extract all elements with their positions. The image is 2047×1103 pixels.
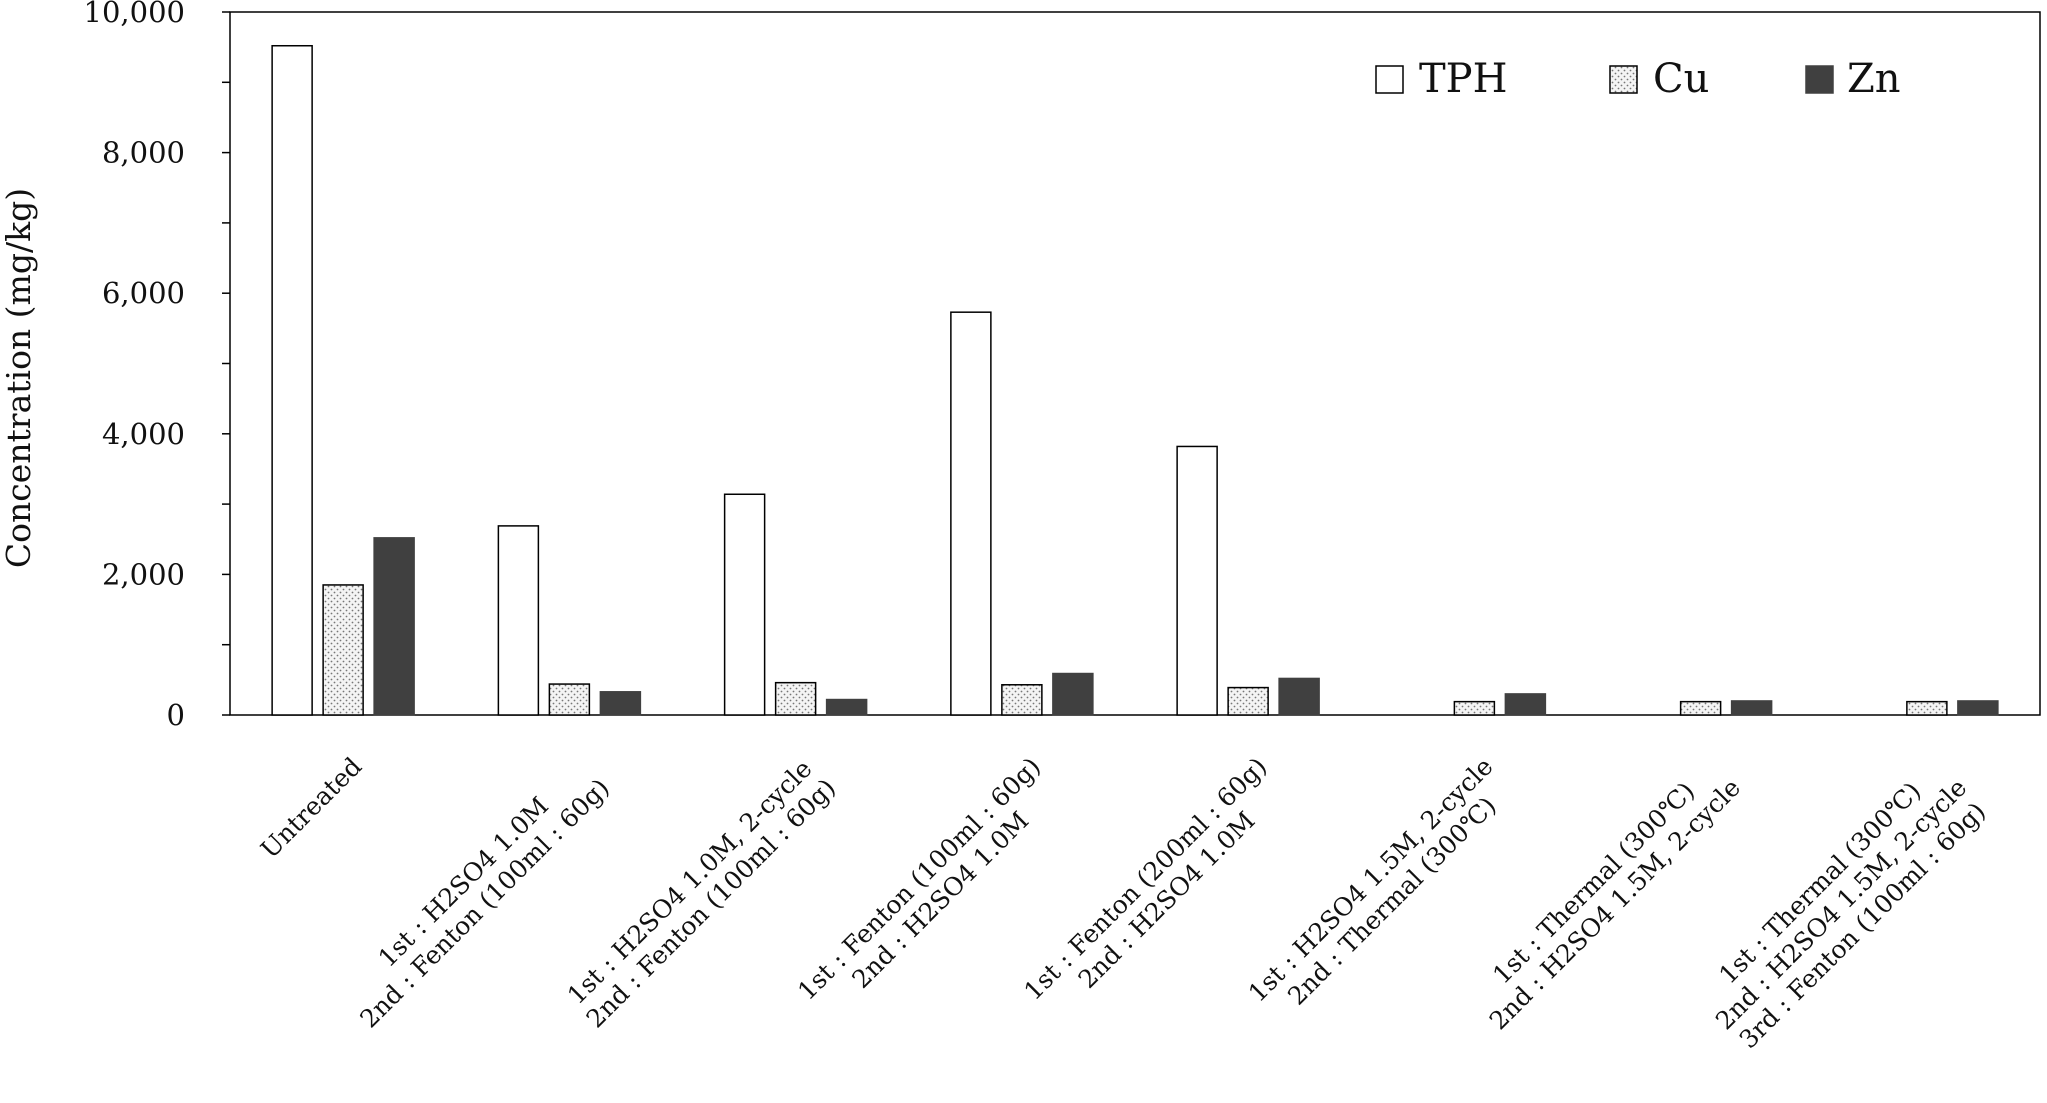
bar-tph xyxy=(950,311,992,716)
x-tick-label: 2nd : H2SO4 1.5M, 2-cycle xyxy=(1484,773,1746,1035)
bar-tph xyxy=(497,525,540,716)
y-tick-label: 10,000 xyxy=(84,0,185,29)
y-axis-title: Concentration (mg/kg) xyxy=(0,188,38,568)
bar-tph xyxy=(723,493,766,716)
x-tick-label: 1st : H2SO4 1.0M xyxy=(373,791,554,972)
bar-cu xyxy=(1906,700,1948,716)
bar-zn xyxy=(1504,693,1547,716)
bar-zn xyxy=(1730,700,1773,716)
bar-tph xyxy=(1176,445,1218,716)
bar-cu xyxy=(322,584,364,716)
legend-swatch-zn xyxy=(1805,65,1834,94)
y-tick-label: 6,000 xyxy=(102,276,185,310)
y-tick-label: 8,000 xyxy=(102,136,185,170)
y-tick-label: 2,000 xyxy=(102,557,185,591)
x-tick-label: 2nd : Thermal (300℃) xyxy=(1282,791,1502,1011)
bar-cu xyxy=(1001,684,1043,716)
bar-zn xyxy=(599,691,642,716)
bar-zn xyxy=(373,537,415,716)
bar-tph xyxy=(271,44,313,716)
bar-cu xyxy=(1679,700,1722,716)
bars xyxy=(271,44,1999,716)
x-tick-label: 2nd : H2SO4 1.5M, 2-cycle xyxy=(1710,773,1972,1035)
legend-label-cu: Cu xyxy=(1653,56,1709,102)
legend-swatch-cu xyxy=(1609,65,1638,94)
legend-label-zn: Zn xyxy=(1847,56,1901,102)
legend-swatch-tph xyxy=(1375,65,1404,94)
x-tick-label: 1st : Fenton (200ml : 60g) xyxy=(1018,752,1272,1006)
bar-cu xyxy=(1227,686,1269,716)
bar-zn xyxy=(1052,672,1094,716)
bar-cu xyxy=(1453,700,1496,716)
bar-zn xyxy=(825,698,868,716)
x-tick-label: 2nd : H2SO4 1.0M xyxy=(846,806,1034,994)
x-label-group: Untreated xyxy=(255,752,367,864)
x-tick-label: 2nd : H2SO4 1.0M xyxy=(1073,806,1261,994)
x-label-group: 1st : Thermal (300℃)2nd : H2SO4 1.5M, 2-… xyxy=(1484,773,1746,1035)
x-tick-label: 1st : H2SO4 1.5M, 2-cycle xyxy=(1243,752,1499,1008)
bar-cu xyxy=(548,683,591,716)
legend: TPH Cu Zn xyxy=(1375,56,1901,102)
bar-cu xyxy=(774,681,817,716)
x-tick-label: Untreated xyxy=(255,752,367,864)
legend-label-tph: TPH xyxy=(1419,56,1507,102)
x-tick-label: 1st : Thermal (300℃) xyxy=(1487,776,1700,989)
bar-zn xyxy=(1278,677,1320,716)
bar-zn xyxy=(1957,700,1999,716)
y-tick-label: 4,000 xyxy=(102,417,185,451)
y-tick-label: 0 xyxy=(167,698,185,732)
y-axis: 0 2,000 4,000 6,000 8,000 10,000 xyxy=(84,0,230,732)
